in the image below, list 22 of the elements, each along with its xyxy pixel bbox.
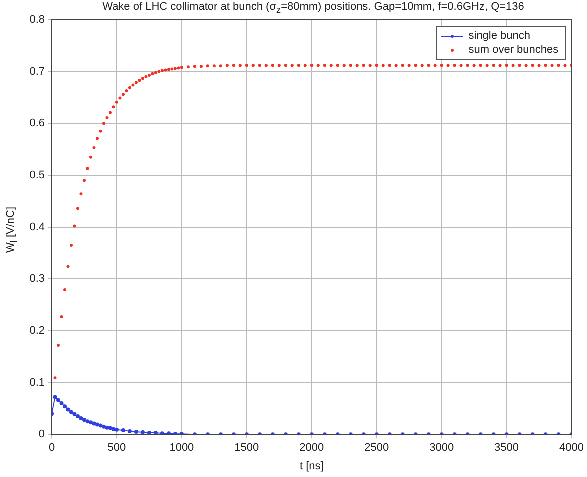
- x-tick-label: 3000: [430, 442, 454, 454]
- y-tick-label: 0.1: [30, 376, 45, 389]
- chart-title: Wake of LHC collimator at bunch (σ$_{z}$=80mm) positions. Gap=10mm, f=0.6GHz, Q=136: [102, 1, 526, 16]
- y-tick-label: 0.3: [30, 273, 45, 286]
- x-tick-label: 500: [108, 442, 126, 454]
- y-tick-label: 0.4: [30, 221, 45, 234]
- x-tick-label: 2500: [364, 442, 390, 454]
- y-tick-label: 0.8: [30, 14, 45, 26]
- x-tick-label: 3500: [494, 442, 520, 454]
- legend-label: sum over bunches: [468, 44, 559, 56]
- y-tick-label: 0.2: [30, 324, 45, 337]
- y-tick-label: 0.7: [30, 66, 45, 78]
- x-axis-title: t [ns]: [300, 460, 324, 472]
- x-tick-label: 2000: [300, 442, 324, 454]
- x-tick-label: 1500: [234, 442, 260, 454]
- x-tick-label: 1000: [170, 442, 194, 454]
- x-tick-label: 0: [48, 442, 56, 454]
- legend-label: single bunch: [468, 30, 531, 42]
- y-tick-label: 0.6: [30, 118, 45, 130]
- y-tick-label: 0: [38, 428, 45, 441]
- y-tick-label: 0.5: [30, 170, 45, 182]
- x-tick-label: 4000: [560, 442, 584, 454]
